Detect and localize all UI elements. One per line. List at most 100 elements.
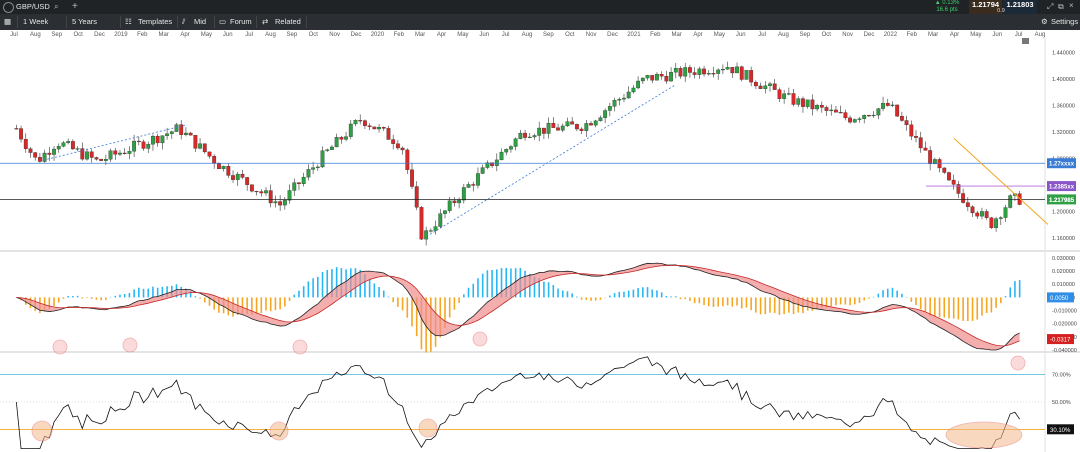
popout-icon[interactable]: ⧉ bbox=[1058, 2, 1064, 11]
candle bbox=[89, 151, 94, 158]
candle bbox=[819, 105, 824, 108]
candle bbox=[141, 141, 146, 149]
candle bbox=[231, 175, 235, 180]
highlight-circle bbox=[472, 331, 488, 347]
macd-histogram-bar bbox=[189, 290, 192, 298]
candle bbox=[151, 135, 155, 145]
candle bbox=[184, 132, 188, 135]
templates-button[interactable]: Templates bbox=[138, 17, 173, 26]
candle bbox=[216, 163, 221, 170]
forum-button[interactable]: Forum bbox=[230, 17, 252, 26]
macd-histogram-bar bbox=[392, 297, 394, 303]
macd-histogram-bar bbox=[265, 297, 267, 311]
related-button[interactable]: Related bbox=[275, 17, 301, 26]
candle bbox=[951, 179, 956, 185]
macd-histogram-bar bbox=[317, 276, 319, 298]
candle bbox=[386, 128, 391, 140]
macd-tick-label: -0.040000 bbox=[1052, 348, 1077, 354]
layout-icon[interactable]: ▦ bbox=[4, 17, 12, 26]
candle bbox=[320, 150, 325, 168]
macd-histogram-bar bbox=[853, 297, 856, 305]
candle bbox=[179, 124, 184, 135]
macd-histogram-bar bbox=[543, 281, 545, 298]
candle bbox=[419, 207, 424, 240]
macd-histogram-bar bbox=[491, 270, 493, 298]
x-tick-label: Mar bbox=[158, 32, 168, 38]
macd-histogram-bar bbox=[218, 297, 220, 313]
macd-histogram-bar bbox=[251, 297, 253, 315]
macd-histogram-bar bbox=[72, 296, 74, 298]
macd-histogram-bar bbox=[835, 297, 837, 306]
macd-histogram-bar bbox=[161, 286, 164, 298]
chart-canvas[interactable]: Jul Aug Sep Oct Dec 2019 Feb Mar Apr May Jun Jul Aug… bbox=[0, 30, 1080, 452]
candle bbox=[372, 126, 377, 130]
candle bbox=[688, 67, 692, 73]
candle bbox=[655, 74, 659, 81]
macd-histogram-bar bbox=[637, 288, 639, 298]
candle bbox=[292, 182, 297, 191]
candle bbox=[914, 136, 918, 138]
candle bbox=[160, 135, 165, 144]
macd-histogram-bar bbox=[67, 295, 69, 298]
candle bbox=[829, 109, 834, 111]
bid-price[interactable]: 1.21794 bbox=[969, 0, 1002, 14]
candle bbox=[697, 68, 702, 75]
x-tick-label: Mar bbox=[928, 32, 938, 38]
candle bbox=[61, 142, 66, 147]
macd-histogram-bar bbox=[269, 297, 272, 312]
candle bbox=[202, 143, 207, 153]
candle bbox=[622, 97, 626, 100]
add-tab-icon[interactable]: + bbox=[72, 1, 78, 12]
highlight-circle bbox=[31, 420, 53, 442]
search-icon[interactable]: ⌕ bbox=[54, 2, 59, 11]
x-tick-label: Mar bbox=[671, 32, 681, 38]
candle bbox=[1003, 207, 1008, 218]
candle bbox=[353, 120, 358, 125]
macd-histogram-bar bbox=[642, 287, 644, 298]
candle bbox=[989, 217, 994, 228]
macd-histogram-bar bbox=[288, 297, 291, 301]
x-tick-label: Sep bbox=[51, 32, 62, 38]
macd-histogram-bar bbox=[166, 286, 168, 298]
x-tick-label: May bbox=[457, 32, 468, 38]
candle bbox=[428, 230, 433, 232]
macd-histogram-bar bbox=[995, 297, 997, 308]
candle bbox=[777, 89, 782, 99]
macd-histogram-bar bbox=[199, 297, 201, 299]
expand-icon[interactable]: ⤢ bbox=[1047, 2, 1054, 11]
macd-histogram-bar bbox=[745, 297, 748, 308]
candle bbox=[447, 200, 452, 211]
candle bbox=[1008, 195, 1013, 208]
macd-histogram-bar bbox=[670, 296, 672, 298]
macd-histogram-bar bbox=[609, 295, 611, 298]
macd-histogram-bar bbox=[307, 281, 310, 298]
macd-histogram-bar bbox=[679, 297, 682, 300]
candle bbox=[768, 83, 772, 86]
candle bbox=[240, 173, 245, 178]
candle bbox=[739, 66, 744, 80]
ask-price[interactable]: 1.21803 bbox=[1003, 0, 1037, 14]
settings-icon: ⚙ bbox=[1041, 17, 1048, 26]
macd-histogram-bar bbox=[693, 297, 696, 304]
mid-price-button[interactable]: Mid bbox=[194, 17, 207, 26]
candle bbox=[363, 120, 367, 126]
x-tick-label: Apr bbox=[693, 32, 702, 38]
macd-histogram-bar bbox=[915, 297, 917, 305]
candle bbox=[965, 202, 970, 207]
candle bbox=[339, 137, 344, 140]
candle bbox=[565, 121, 570, 127]
settings-button[interactable]: Settings bbox=[1051, 17, 1079, 26]
range-select[interactable]: 5 Years bbox=[72, 17, 98, 26]
macd-histogram-bar bbox=[138, 287, 140, 298]
macd-histogram-bar bbox=[571, 293, 573, 298]
x-tick-label: May bbox=[970, 32, 981, 38]
macd-histogram-bar bbox=[896, 290, 898, 298]
candle bbox=[235, 173, 240, 180]
macd-histogram-bar bbox=[114, 295, 117, 298]
macd-histogram-bar bbox=[778, 297, 781, 315]
macd-histogram-bar bbox=[128, 292, 131, 298]
close-icon[interactable]: × bbox=[1069, 1, 1074, 10]
interval-select[interactable]: 1 Week bbox=[23, 17, 49, 26]
macd-histogram-bar bbox=[119, 294, 121, 298]
macd-histogram-bar bbox=[505, 267, 508, 298]
